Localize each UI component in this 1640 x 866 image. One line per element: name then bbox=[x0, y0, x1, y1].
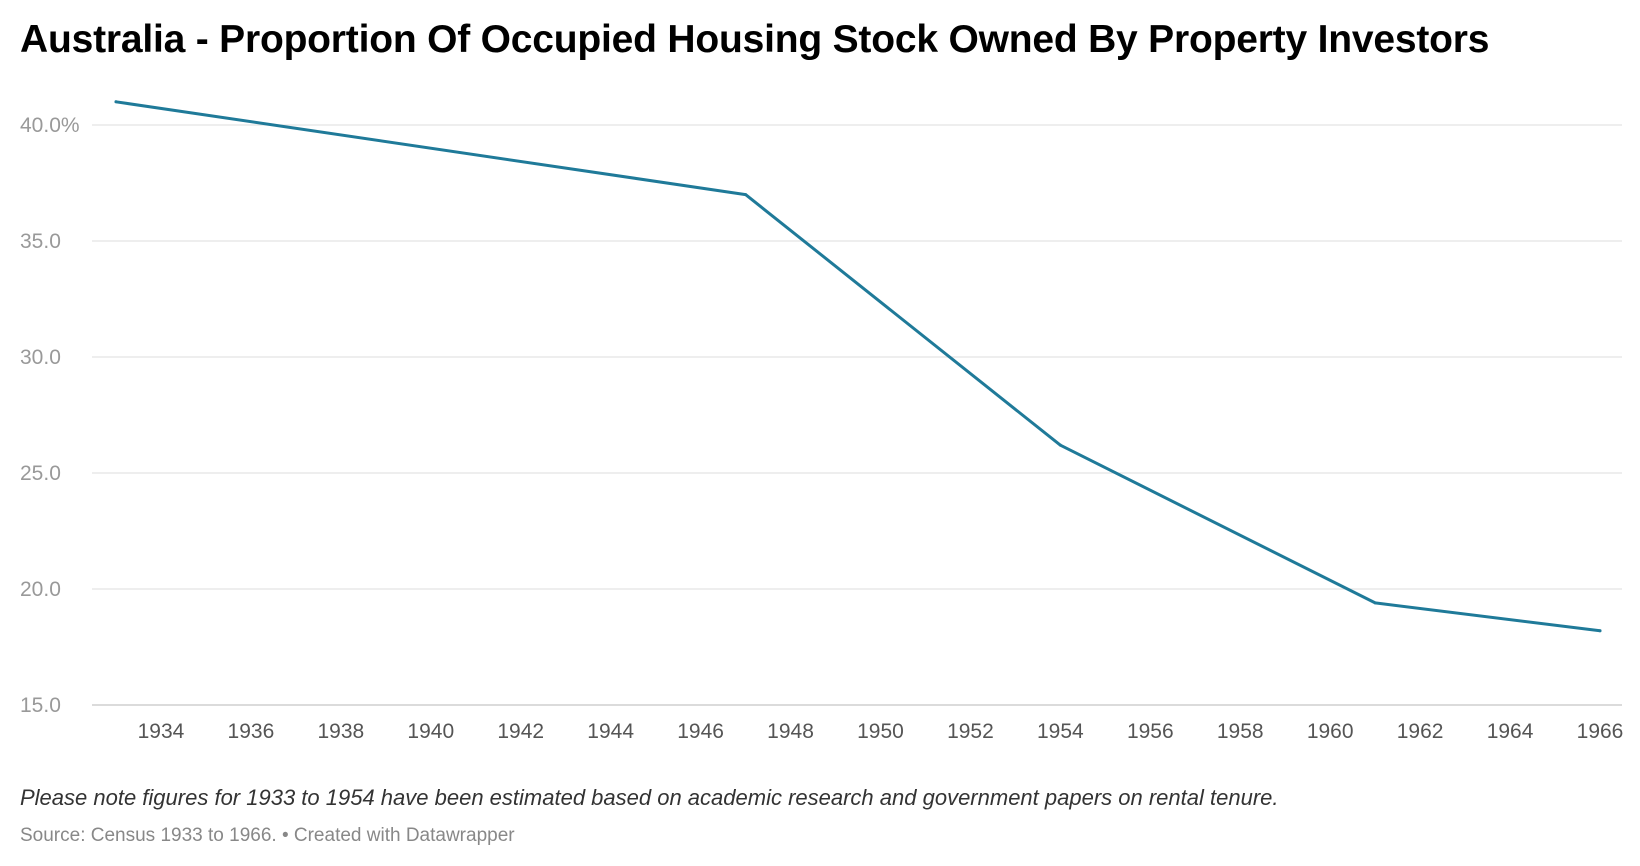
x-tick-label: 1964 bbox=[1487, 720, 1534, 743]
y-tick-label: 35.0 bbox=[20, 230, 61, 253]
y-tick-label: 30.0 bbox=[20, 346, 61, 369]
x-tick-label: 1966 bbox=[1577, 720, 1624, 743]
data-point bbox=[1058, 443, 1062, 447]
x-tick-label: 1954 bbox=[1037, 720, 1084, 743]
x-tick-label: 1940 bbox=[407, 720, 454, 743]
gridlines bbox=[92, 124, 1622, 706]
x-tick-label: 1950 bbox=[857, 720, 904, 743]
data-point bbox=[1598, 629, 1602, 633]
y-tick-label: 20.0 bbox=[20, 578, 61, 601]
x-tick-label: 1962 bbox=[1397, 720, 1444, 743]
y-axis-tick-labels: 40.0% 35.0 30.0 25.0 20.0 15.0 bbox=[20, 114, 80, 717]
chart-note: Please note figures for 1933 to 1954 hav… bbox=[20, 785, 1279, 810]
x-tick-label: 1948 bbox=[767, 720, 814, 743]
x-tick-label: 1938 bbox=[317, 720, 364, 743]
x-tick-label: 1958 bbox=[1217, 720, 1264, 743]
x-tick-label: 1936 bbox=[228, 720, 275, 743]
data-point bbox=[114, 100, 118, 104]
series-lines bbox=[114, 100, 1602, 633]
y-tick-label: 25.0 bbox=[20, 462, 61, 485]
y-tick-label: 40.0% bbox=[20, 114, 80, 137]
data-point bbox=[744, 193, 748, 197]
x-tick-label: 1946 bbox=[677, 720, 724, 743]
x-tick-label: 1934 bbox=[138, 720, 185, 743]
x-tick-label: 1956 bbox=[1127, 720, 1174, 743]
x-tick-label: 1944 bbox=[587, 720, 634, 743]
data-point bbox=[1373, 601, 1377, 605]
chart-footer: Source: Census 1933 to 1966. • Created w… bbox=[20, 825, 515, 846]
chart-title: Australia - Proportion Of Occupied Housi… bbox=[20, 18, 1490, 61]
series-line bbox=[114, 100, 1602, 633]
x-tick-label: 1960 bbox=[1307, 720, 1354, 743]
x-tick-label: 1952 bbox=[947, 720, 994, 743]
x-tick-label: 1942 bbox=[497, 720, 544, 743]
x-axis-tick-labels: 1934 1936 1938 1940 1942 1944 1946 1948 1950 1952… bbox=[138, 720, 1624, 743]
y-tick-label: 15.0 bbox=[20, 694, 61, 717]
